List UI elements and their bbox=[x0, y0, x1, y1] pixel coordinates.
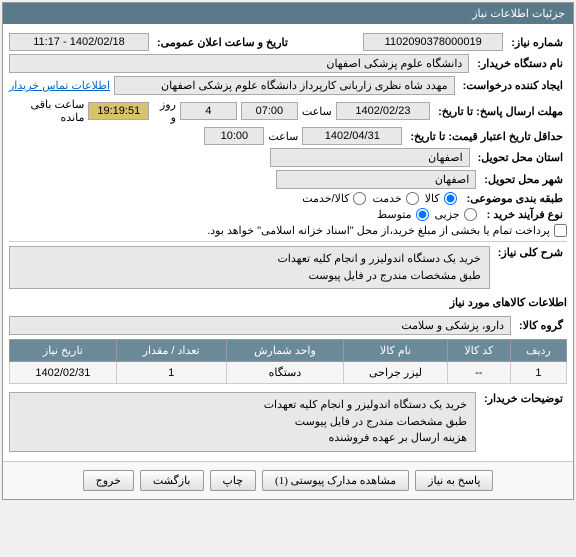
attachments-button[interactable]: مشاهده مدارک پیوستی (1) bbox=[262, 470, 409, 491]
classification-radio-2[interactable] bbox=[353, 192, 366, 205]
purchase-type-opt-1-label: متوسط bbox=[377, 208, 412, 221]
province-value: اصفهان bbox=[270, 148, 470, 167]
validity-time-label: ساعت bbox=[268, 130, 298, 143]
deadline-time: 07:00 bbox=[241, 102, 298, 120]
td-5: 1402/02/31 bbox=[10, 362, 117, 384]
requester-label: ایجاد کننده درخواست: bbox=[459, 79, 567, 92]
classification-opt-0-label: کالا bbox=[425, 192, 440, 205]
panel-body: شماره نیاز: 1102090378000019 تاریخ و ساع… bbox=[3, 24, 573, 461]
countdown-value: 19:19:51 bbox=[88, 102, 149, 120]
classification-radio-1[interactable] bbox=[406, 192, 419, 205]
classification-opt-0[interactable]: کالا bbox=[425, 192, 459, 205]
purchase-type-label: نوع فرآیند خرید : bbox=[483, 208, 567, 221]
deadline-date: 1402/02/23 bbox=[336, 102, 430, 120]
goods-group-value: دارو، پزشکی و سلامت bbox=[9, 316, 511, 335]
classification-opt-1-label: خدمت bbox=[372, 192, 401, 205]
purchase-type-opt-1[interactable]: متوسط bbox=[377, 208, 431, 221]
need-number-value: 1102090378000019 bbox=[363, 33, 503, 51]
purchase-type-opt-0[interactable]: جزیی bbox=[435, 208, 479, 221]
purchase-type-radio-1[interactable] bbox=[416, 208, 429, 221]
city-value: اصفهان bbox=[276, 170, 476, 189]
exit-button[interactable]: خروج bbox=[83, 470, 134, 491]
announce-value: 1402/02/18 - 11:17 bbox=[9, 33, 149, 51]
classification-opt-2-label: کالا/خدمت bbox=[302, 192, 349, 205]
buyer-notes-text: خرید یک دستگاه اندولیزر و انجام کلیه تعه… bbox=[9, 392, 476, 452]
buyer-notes-label: توضیحات خریدار: bbox=[480, 392, 567, 405]
td-0: 1 bbox=[510, 362, 566, 384]
goods-table: ردیف کد کالا نام کالا واحد شمارش تعداد /… bbox=[9, 339, 567, 384]
classification-opt-2[interactable]: کالا/خدمت bbox=[302, 192, 368, 205]
classification-opt-1[interactable]: خدمت bbox=[372, 192, 420, 205]
announce-label: تاریخ و ساعت اعلان عمومی: bbox=[153, 36, 292, 49]
treasury-label: پرداخت تمام یا بخشی از مبلغ خرید،از محل … bbox=[207, 224, 550, 237]
td-2: لیزر جراحی bbox=[344, 362, 447, 384]
contact-link[interactable]: اطلاعات تماس خریدار bbox=[9, 79, 110, 92]
city-label: شهر محل تحویل: bbox=[480, 173, 567, 186]
button-row: پاسخ به نیاز مشاهده مدارک پیوستی (1) چاپ… bbox=[3, 461, 573, 499]
table-row[interactable]: 1 -- لیزر جراحی دستگاه 1 1402/02/31 bbox=[10, 362, 567, 384]
deadline-label: مهلت ارسال پاسخ: تا تاریخ: bbox=[434, 105, 567, 118]
th-5: تاریخ نیاز bbox=[10, 340, 117, 362]
th-0: ردیف bbox=[510, 340, 566, 362]
classification-label: طبقه بندی موضوعی: bbox=[463, 192, 567, 205]
need-number-label: شماره نیاز: bbox=[507, 36, 567, 49]
validity-time: 10:00 bbox=[204, 127, 264, 145]
purchase-type-radio-0[interactable] bbox=[464, 208, 477, 221]
td-1: -- bbox=[447, 362, 510, 384]
need-desc-label: شرح کلی نیاز: bbox=[494, 246, 567, 259]
classification-radio-0[interactable] bbox=[444, 192, 457, 205]
goods-section-title: اطلاعات کالاهای مورد نیاز bbox=[9, 292, 567, 313]
separator bbox=[9, 241, 567, 242]
buyer-org-value: دانشگاه علوم پزشکی اصفهان bbox=[9, 54, 469, 73]
table-header-row: ردیف کد کالا نام کالا واحد شمارش تعداد /… bbox=[10, 340, 567, 362]
deadline-days: 4 bbox=[180, 102, 237, 120]
th-4: تعداد / مقدار bbox=[116, 340, 226, 362]
deadline-days-label: روز و bbox=[153, 98, 176, 124]
validity-date: 1402/04/31 bbox=[302, 127, 402, 145]
th-2: نام کالا bbox=[344, 340, 447, 362]
td-4: 1 bbox=[116, 362, 226, 384]
details-panel: جزئیات اطلاعات نیاز شماره نیاز: 11020903… bbox=[2, 2, 574, 500]
deadline-time-label: ساعت bbox=[302, 105, 332, 118]
respond-button[interactable]: پاسخ به نیاز bbox=[415, 470, 493, 491]
goods-group-label: گروه کالا: bbox=[515, 319, 567, 332]
province-label: استان محل تحویل: bbox=[474, 151, 567, 164]
back-button[interactable]: بازگشت bbox=[140, 470, 204, 491]
validity-label: حداقل تاریخ اعتبار قیمت: تا تاریخ: bbox=[406, 130, 567, 143]
th-3: واحد شمارش bbox=[226, 340, 344, 362]
treasury-checkbox[interactable] bbox=[554, 224, 567, 237]
panel-title: جزئیات اطلاعات نیاز bbox=[3, 3, 573, 24]
requester-value: مهدد شاه نظری زاربانی کارپرداز دانشگاه ع… bbox=[114, 76, 455, 95]
purchase-type-opt-0-label: جزیی bbox=[435, 208, 460, 221]
print-button[interactable]: چاپ bbox=[210, 470, 257, 491]
td-3: دستگاه bbox=[226, 362, 344, 384]
th-1: کد کالا bbox=[447, 340, 510, 362]
remain-label: ساعت باقی مانده bbox=[9, 98, 84, 124]
need-desc-text: خرید یک دستگاه اندولیزر و انجام کلیه تعه… bbox=[9, 246, 490, 289]
buyer-org-label: نام دستگاه خریدار: bbox=[473, 57, 567, 70]
